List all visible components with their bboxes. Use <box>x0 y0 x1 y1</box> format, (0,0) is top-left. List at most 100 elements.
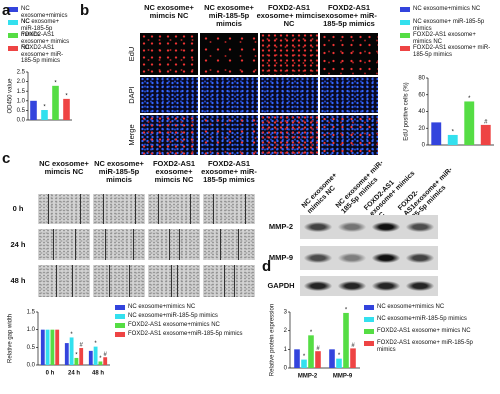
edu-image <box>320 33 378 75</box>
y-tick-label: 0.5 <box>17 108 26 114</box>
column-header: FOXD2-AS1 exosome+ mimcis NC <box>152 159 196 184</box>
legend-swatch <box>400 46 410 51</box>
legend-label: FOXD2-AS1 exosome+ miR-185-5p mimics <box>377 340 473 353</box>
legend-swatch <box>8 7 18 12</box>
significance-mark: # <box>80 343 84 349</box>
scratch-image <box>38 229 90 260</box>
blot-band <box>372 222 400 232</box>
column-header: FOXD2-AS1 exosome+ mimcis NC <box>256 3 322 28</box>
panel-label: d <box>262 258 272 275</box>
y-tick-label: 80 <box>418 76 425 82</box>
legend-swatch <box>115 314 125 319</box>
significance-mark: # <box>484 119 488 125</box>
legend-swatch <box>115 323 125 328</box>
legend-label: FOXD2-AS1 exosome+miR-185-5p mimics <box>128 331 243 337</box>
y-axis-label: Relative protein expression <box>270 304 276 376</box>
bar <box>343 312 349 368</box>
legend-swatch <box>115 305 125 310</box>
bar <box>64 343 69 365</box>
x-tick-label: MMP-9 <box>333 374 353 380</box>
significance-mark: * <box>75 353 78 359</box>
column-header: NC exosome+ miR-185-5p mimcis <box>204 3 254 28</box>
legend-swatch <box>8 46 18 51</box>
scratch-edge <box>108 265 110 297</box>
y-tick-label: 1 <box>284 347 288 353</box>
legend-swatch <box>8 33 18 38</box>
bar <box>350 348 356 368</box>
legend-label: FOXD2-AS1 exosome+mimics NC <box>128 322 220 328</box>
bar <box>45 329 50 365</box>
edu-image <box>140 77 198 113</box>
blot-band <box>338 281 366 291</box>
significance-mark: * <box>303 354 306 360</box>
x-tick-label: MMP-2 <box>298 374 318 380</box>
scratch-image <box>148 194 200 224</box>
bar <box>88 350 93 365</box>
scratch-image <box>203 194 255 224</box>
legend-label: FOXD2-AS1 exosome+ miR-185-5p mimics <box>413 45 491 58</box>
scratch-edge <box>103 194 105 224</box>
blot-band <box>372 281 400 291</box>
significance-mark: # <box>316 346 320 352</box>
edu-image <box>260 115 318 155</box>
row-label: 24 h <box>10 239 26 249</box>
x-tick-label: 0 h <box>46 371 55 377</box>
y-axis-label: EdU positive cells (%) <box>404 82 410 140</box>
significance-mark: * <box>452 130 455 136</box>
edu-image <box>140 115 198 155</box>
legend-swatch <box>400 7 410 12</box>
scratch-edge <box>79 194 81 224</box>
bar <box>103 357 108 365</box>
bar <box>301 359 307 368</box>
legend-swatch <box>364 329 374 334</box>
scratch-edge <box>238 229 240 260</box>
scratch-edge <box>171 265 173 297</box>
column-header: NC exosome+ miR-185-5p mimcis <box>94 159 144 184</box>
bar <box>98 361 103 365</box>
y-tick-label: 40 <box>418 109 425 115</box>
legend-swatch <box>364 317 374 322</box>
bar <box>74 357 79 365</box>
y-tick-label: 1.0 <box>27 327 36 333</box>
legend-swatch <box>364 305 374 310</box>
scratch-edge <box>223 265 225 297</box>
scratch-edge <box>75 229 77 260</box>
blot-band <box>304 253 332 263</box>
edu-image <box>200 33 258 75</box>
legend-swatch <box>400 33 410 38</box>
legend-swatch <box>8 20 18 25</box>
bar <box>315 351 321 368</box>
edu-image <box>200 115 258 155</box>
scratch-image <box>38 194 90 224</box>
y-tick-label: 0 <box>422 143 426 149</box>
scratch-edge <box>134 194 136 224</box>
column-header: NC exosome+ mimcis NC <box>144 3 194 20</box>
scratch-image <box>148 265 200 297</box>
significance-mark: # <box>104 352 108 358</box>
bar <box>41 110 48 120</box>
panel-label: a <box>2 2 11 19</box>
panel-label: c <box>2 150 11 167</box>
legend-label: NC exosome+miR-185-5p mimics <box>128 313 218 319</box>
row-label: MMP-2 <box>268 222 294 231</box>
scratch-image <box>203 229 255 260</box>
legend-swatch <box>115 332 125 337</box>
significance-mark: * <box>94 341 97 347</box>
scratch-image <box>148 229 200 260</box>
scratch-edge <box>56 265 58 297</box>
y-tick-label: 0 <box>284 366 288 372</box>
bar <box>55 329 60 365</box>
scratch-edge <box>71 265 73 297</box>
significance-mark: * <box>99 356 102 362</box>
edu-image <box>260 77 318 113</box>
scratch-edge <box>189 194 191 224</box>
y-tick-label: 1.5 <box>17 89 26 95</box>
blot-strip <box>300 276 438 296</box>
significance-mark: * <box>345 308 348 314</box>
significance-mark: * <box>65 93 68 99</box>
bar <box>79 348 84 365</box>
row-label: MMP-9 <box>268 253 294 262</box>
scratch-image <box>93 229 145 260</box>
